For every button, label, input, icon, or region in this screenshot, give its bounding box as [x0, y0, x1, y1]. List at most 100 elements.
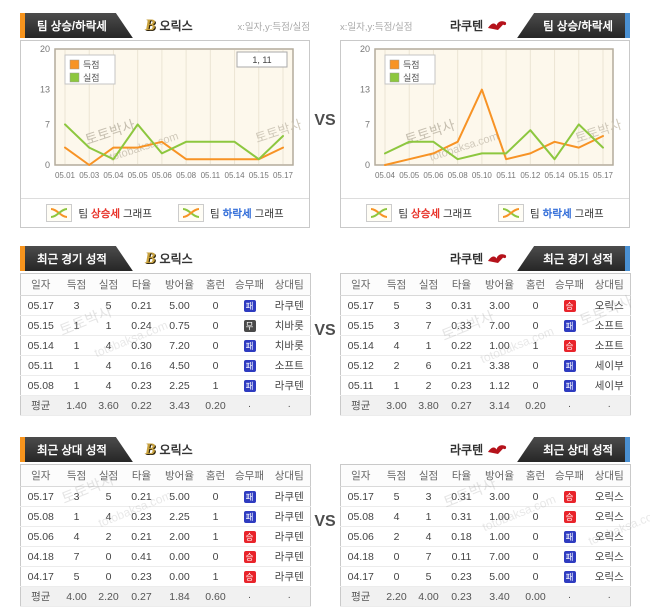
table-cell: 0 — [200, 295, 231, 316]
table-cell: 0.75 — [158, 315, 201, 336]
column-header: 방어율 — [478, 273, 521, 296]
chart-footer: 팀 상승세 그래프 팀 하락세 그래프 — [21, 198, 309, 227]
column-header: 타율 — [124, 273, 159, 296]
table-row: 05.17 5 3 0.31 3.00 0 승 오릭스 — [340, 486, 631, 507]
result-badge-lose: 패 — [563, 319, 576, 332]
table-cell: 4.50 — [158, 355, 201, 376]
table-cell: 0.23 — [124, 506, 159, 527]
table-cell: 0.27 — [444, 395, 479, 416]
table-cell: 1 — [60, 335, 93, 356]
fall-graph-button[interactable]: 팀 하락세 그래프 — [498, 204, 604, 222]
svg-text:05.11: 05.11 — [201, 171, 221, 180]
column-header: 일자 — [20, 464, 61, 487]
table-cell: 1 — [412, 506, 445, 527]
table-cell: 0.22 — [444, 335, 479, 356]
table-row: 05.11 1 2 0.23 1.12 0 패 세이부 — [340, 375, 631, 396]
table-cell: 승 — [550, 295, 589, 316]
trend-lines-icon — [178, 204, 204, 222]
section-tab-label: 최근 경기 성적 — [25, 246, 133, 271]
table-cell: 3.00 — [478, 486, 521, 507]
table-cell: 오릭스 — [588, 526, 631, 547]
svg-text:득점: 득점 — [83, 59, 100, 70]
table-cell: 패 — [230, 486, 269, 507]
table-cell: 0.31 — [444, 486, 479, 507]
table-cell: 3 — [60, 295, 93, 316]
axis-hint: x:일자,y:득점/실점 — [340, 21, 413, 33]
result-badge-lose: 패 — [243, 490, 256, 503]
section-tab-label: 최근 상대 성적 — [517, 437, 625, 462]
table-cell: 평균 — [20, 395, 61, 416]
table-cell: 0.31 — [444, 295, 479, 316]
trend-lines-icon — [366, 204, 393, 222]
rakuten-eagles-logo-icon — [487, 252, 507, 265]
table-cell: 1.00 — [478, 335, 521, 356]
svg-text:1, 11: 1, 11 — [252, 55, 271, 65]
table-cell: 0.24 — [124, 315, 159, 336]
svg-text:득점: 득점 — [403, 59, 420, 70]
table-cell: 소프트 — [588, 315, 631, 336]
result-badge-win: 승 — [243, 570, 256, 583]
table-cell: 0 — [520, 546, 551, 567]
column-header: 타율 — [124, 464, 159, 487]
svg-text:7: 7 — [365, 119, 370, 129]
table-cell: 패 — [230, 375, 269, 396]
table-header-row: 일자 득점 실점 타율 방어율 홈런 승무패 상대팀 — [340, 273, 631, 296]
rise-graph-button[interactable]: 팀 상승세 그래프 — [366, 204, 472, 222]
table-cell: 0.23 — [124, 566, 159, 587]
table-cell: 0.23 — [444, 566, 479, 587]
svg-text:13: 13 — [40, 85, 50, 95]
section-tab: 팀 상승/하락세 — [517, 13, 630, 38]
table-cell: 패 — [550, 355, 589, 376]
svg-text:05.05: 05.05 — [399, 171, 420, 180]
table-cell: · — [268, 395, 311, 416]
column-header: 승무패 — [550, 273, 589, 296]
column-header: 홈런 — [200, 464, 231, 487]
svg-text:05.10: 05.10 — [472, 171, 493, 180]
average-row: 평균 4.00 2.20 0.27 1.84 0.60 · · — [20, 586, 311, 607]
column-header: 득점 — [380, 464, 413, 487]
table-cell: 0 — [520, 486, 551, 507]
fall-graph-button[interactable]: 팀 하락세 그래프 — [178, 204, 284, 222]
table-cell: 1 — [60, 355, 93, 376]
label-word: 그래프 — [443, 207, 472, 220]
team-name: 라쿠텐 — [450, 443, 484, 457]
table-cell: 4 — [92, 506, 125, 527]
table-cell: 0.22 — [124, 395, 159, 416]
table-cell: 1.40 — [60, 395, 93, 416]
table-cell: 라쿠텐 — [268, 526, 311, 547]
h2h-section: 최근 상대 성적 B 오릭스 일자 득점 실점 타율 방어율 홈런 승무패 상대팀 05.17 3… — [0, 437, 650, 607]
svg-text:05.08: 05.08 — [448, 171, 469, 180]
table-row: 04.18 0 7 0.11 7.00 0 패 오릭스 — [340, 546, 631, 567]
table-cell: 2 — [380, 355, 413, 376]
table-cell: 4 — [92, 355, 125, 376]
table-cell: 2.00 — [158, 526, 201, 547]
section-tab: 팀 상승/하락세 — [20, 13, 133, 38]
table-cell: 1 — [380, 375, 413, 396]
result-badge-win: 승 — [243, 530, 256, 543]
vs-label: VS — [314, 322, 336, 339]
table-cell: 0 — [520, 355, 551, 376]
table-cell: 3.14 — [478, 395, 521, 416]
team-name: 오릭스 — [159, 252, 193, 266]
table-row: 05.08 1 4 0.23 2.25 1 패 라쿠텐 — [20, 375, 311, 396]
fall-graph-label: 팀 하락세 그래프 — [530, 206, 604, 221]
table-cell: 4 — [92, 375, 125, 396]
column-header: 홈런 — [200, 273, 231, 296]
rise-word: 상승세 — [411, 207, 441, 220]
table-cell: 세이부 — [588, 375, 631, 396]
trend-panel-orix: 팀 상승/하락세 B 오릭스 x:일자,y:득점/실점 05.01 05.03 05… — [20, 13, 310, 228]
table-cell: 패 — [550, 566, 589, 587]
table-cell: 0.00 — [158, 566, 201, 587]
rise-graph-button[interactable]: 팀 상승세 그래프 — [46, 204, 152, 222]
svg-text:05.15: 05.15 — [569, 171, 590, 180]
table-cell: 0 — [92, 546, 125, 567]
table-cell: 패 — [230, 295, 269, 316]
column-header: 타율 — [444, 273, 479, 296]
table-cell: 7.00 — [478, 546, 521, 567]
trend-lines-icon — [498, 204, 524, 222]
table-cell: 1 — [60, 506, 93, 527]
table-cell: 평균 — [340, 395, 381, 416]
h2h-table-rakuten: 일자 득점 실점 타율 방어율 홈런 승무패 상대팀 05.17 5 3 0.31 3.00 0 승 오릭스 0… — [340, 464, 631, 607]
table-cell: 0 — [520, 566, 551, 587]
table-cell: 0.21 — [124, 486, 159, 507]
